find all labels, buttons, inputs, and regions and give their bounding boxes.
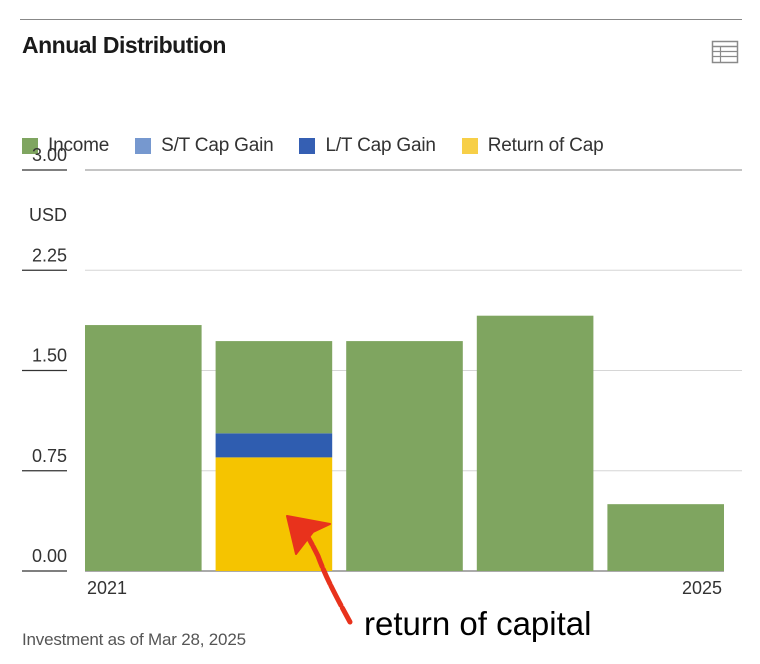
- legend-swatch-lt-cap-gain: [299, 138, 316, 154]
- annotation-arrow: [286, 515, 353, 625]
- as-of-date: Investment as of Mar 28, 2025: [22, 630, 246, 649]
- y-tick-label: 3.00: [32, 145, 67, 165]
- legend-swatch-st-cap-gain: [135, 138, 152, 154]
- legend-item-income[interactable]: Income: [22, 135, 109, 157]
- table-icon: [711, 40, 739, 64]
- table-view-button[interactable]: [709, 38, 741, 66]
- y-unit-label: USD: [29, 205, 67, 225]
- legend-item-return-of-cap[interactable]: Return of Cap: [461, 135, 604, 157]
- y-tick-label: 1.50: [32, 346, 67, 366]
- y-tick-label: 2.25: [32, 245, 67, 265]
- bar-2022-return-of-cap: [215, 457, 333, 571]
- legend-label-st-cap-gain: S/T Cap Gain: [161, 135, 274, 156]
- legend-label-income: Income: [48, 135, 110, 156]
- legend-label-lt-cap-gain: L/T Cap Gain: [325, 135, 436, 156]
- y-tick-label: 0.00: [32, 546, 67, 566]
- legend-swatch-return-of-cap: [461, 138, 478, 154]
- legend-swatch-income: [22, 138, 38, 154]
- x-tick-label: 2021: [87, 578, 127, 598]
- legend-item-st-cap-gain[interactable]: S/T Cap Gain: [135, 135, 274, 157]
- chart-title: Annual Distribution: [22, 32, 226, 58]
- annotation-label: return of capital: [364, 605, 592, 642]
- bar-2025-income: [607, 504, 724, 571]
- legend-item-lt-cap-gain[interactable]: L/T Cap Gain: [299, 135, 436, 157]
- bar-2024-income: [476, 315, 594, 571]
- top-divider: [20, 19, 742, 20]
- bar-2022-income: [215, 341, 333, 434]
- chart-legend: Income S/T Cap Gain L/T Cap Gain Return …: [22, 133, 629, 159]
- bar-2022-l-t-cap-gain: [215, 433, 333, 458]
- legend-label-return-of-cap: Return of Cap: [487, 135, 604, 156]
- y-tick-label: 0.75: [32, 446, 67, 466]
- bar-2023-income: [346, 341, 463, 571]
- bar-2021-income: [85, 325, 202, 571]
- x-tick-label: 2025: [682, 578, 722, 598]
